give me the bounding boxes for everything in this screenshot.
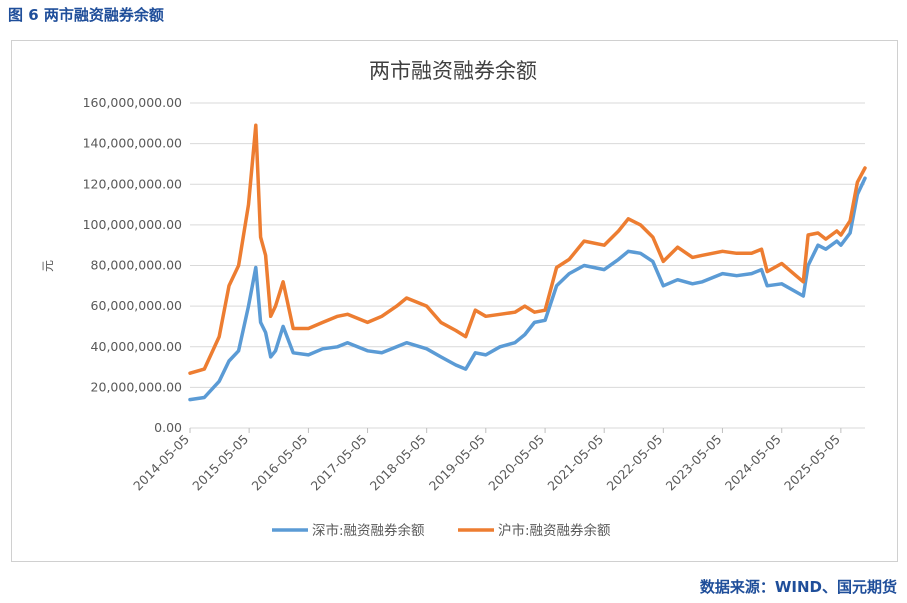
series-line-1 <box>188 123 867 375</box>
chart-title: 两市融资融券余额 <box>369 59 537 83</box>
legend-label: 沪市:融资融券余额 <box>498 522 611 539</box>
y-tick-label: 100,000,000.00 <box>83 217 182 232</box>
x-tick-label: 2018-05-05 <box>367 432 429 494</box>
x-tick-label: 2020-05-05 <box>485 432 547 494</box>
y-tick-label: 140,000,000.00 <box>83 136 182 151</box>
x-tick-label: 2014-05-05 <box>130 432 192 494</box>
y-tick-label: 20,000,000.00 <box>91 379 182 394</box>
y-tick-label: 40,000,000.00 <box>91 339 182 354</box>
legend: 深市:融资融券余额 沪市:融资融券余额 <box>272 522 611 539</box>
figure-caption: 图 6 两市融资融券余额 <box>8 6 164 24</box>
x-tick-label: 2024-05-05 <box>722 432 784 494</box>
x-tick-label: 2016-05-05 <box>249 432 311 494</box>
y-tick-label: 160,000,000.00 <box>83 95 182 110</box>
x-tick-label: 2021-05-05 <box>544 432 606 494</box>
x-axis-ticks: 2014-05-052015-05-052016-05-052017-05-05… <box>130 428 843 493</box>
gridlines <box>190 102 865 429</box>
y-axis-ticks: 0.00 20,000,000.00 40,000,000.00 60,000,000… <box>83 95 182 435</box>
y-axis-label: 元 <box>41 260 55 272</box>
series-lines <box>188 123 867 402</box>
y-tick-label: 120,000,000.00 <box>83 176 182 191</box>
y-tick-label: 80,000,000.00 <box>91 258 182 273</box>
y-tick-label: 0.00 <box>154 420 182 435</box>
legend-label: 深市:融资融券余额 <box>312 522 425 539</box>
x-tick-label: 2019-05-05 <box>426 432 488 494</box>
chart-frame <box>11 40 898 562</box>
series-line-0 <box>188 176 867 402</box>
x-tick-label: 2022-05-05 <box>603 432 665 494</box>
x-tick-label: 2025-05-05 <box>781 432 843 494</box>
data-source: 数据来源：WIND、国元期货 <box>699 578 897 596</box>
x-tick-label: 2015-05-05 <box>189 432 251 494</box>
x-tick-label: 2023-05-05 <box>663 432 725 494</box>
x-tick-label: 2017-05-05 <box>308 432 370 494</box>
y-tick-label: 60,000,000.00 <box>91 298 182 313</box>
